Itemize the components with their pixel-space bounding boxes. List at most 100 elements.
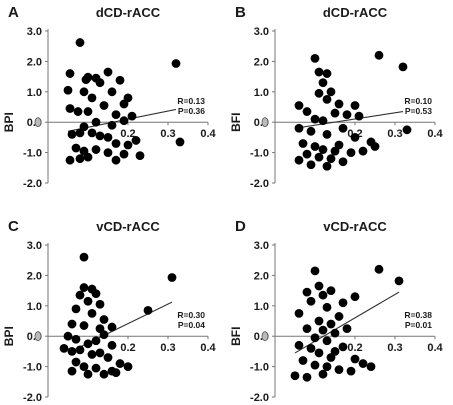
data-point	[99, 101, 109, 110]
data-point	[326, 319, 336, 329]
y-tick-label: -2.0	[23, 392, 42, 404]
data-point	[67, 319, 77, 329]
axis-origin-marker	[34, 331, 42, 342]
data-point	[322, 95, 332, 104]
data-point	[366, 362, 376, 371]
data-point	[127, 111, 137, 121]
data-point	[350, 354, 360, 364]
data-point	[350, 101, 360, 110]
data-point	[111, 110, 121, 119]
x-tick-label: 0.2	[347, 342, 362, 354]
y-axis-label: BPI	[2, 326, 16, 346]
chart-title: dCD-rACC	[323, 5, 388, 20]
scatter-panel: BdCD-rACCBFI3.02.01.00.0-1.0-2.00.20.30.…	[229, 4, 444, 190]
data-point	[107, 87, 117, 97]
data-point	[298, 356, 308, 365]
y-tick-label: 1.0	[27, 301, 42, 313]
data-point	[314, 316, 324, 326]
y-tick-label: 1.0	[254, 301, 269, 313]
data-point	[318, 78, 328, 88]
data-point	[318, 116, 328, 126]
data-point	[107, 340, 117, 350]
data-point	[314, 88, 324, 98]
data-point	[71, 357, 81, 367]
y-tick-label: 2.0	[27, 56, 42, 68]
data-point	[294, 340, 304, 350]
x-tick-label: 0.3	[160, 128, 175, 140]
data-point	[342, 110, 352, 119]
data-point	[79, 362, 89, 371]
y-tick-label: -2.0	[250, 178, 269, 190]
data-point	[75, 154, 85, 164]
data-point	[326, 154, 336, 164]
data-point	[107, 322, 117, 332]
y-tick-label: 1.0	[27, 87, 42, 99]
data-point	[322, 129, 332, 139]
data-point	[310, 114, 320, 124]
data-point	[73, 107, 83, 116]
data-point	[75, 345, 85, 355]
data-point	[302, 324, 312, 333]
data-point	[71, 304, 81, 314]
data-point	[131, 136, 141, 145]
data-point	[318, 290, 328, 300]
data-point	[87, 350, 97, 359]
data-point	[123, 140, 133, 150]
data-point	[115, 359, 125, 368]
data-point	[318, 369, 328, 379]
data-point	[342, 324, 352, 333]
data-point	[350, 292, 360, 302]
data-point	[330, 328, 340, 338]
data-point	[298, 139, 308, 148]
data-point	[338, 342, 348, 352]
y-tick-label: -1.0	[250, 148, 269, 160]
chart-title: vCD-rACC	[323, 219, 387, 234]
data-point	[99, 330, 109, 340]
data-point	[75, 128, 85, 138]
panel-letter: C	[8, 218, 19, 235]
data-point	[314, 281, 324, 291]
data-point	[65, 104, 75, 113]
data-point	[338, 157, 348, 167]
data-point	[91, 145, 101, 154]
data-point	[95, 78, 105, 88]
x-tick-label: 0.4	[200, 342, 216, 354]
data-point	[294, 309, 304, 318]
trend-line	[294, 291, 400, 354]
panel-letter: A	[8, 4, 19, 21]
y-tick-label: 1.0	[254, 87, 269, 99]
data-point	[95, 299, 105, 309]
axis-origin-marker	[34, 117, 42, 128]
data-point	[115, 75, 125, 85]
y-tick-label: 3.0	[254, 240, 269, 252]
data-point	[95, 131, 105, 141]
data-point	[314, 67, 324, 77]
y-tick-label: 2.0	[254, 56, 269, 68]
data-point	[167, 273, 177, 282]
data-point	[306, 160, 316, 170]
data-point	[294, 155, 304, 165]
stat-r-value: R=0.13	[177, 96, 205, 106]
y-tick-label: 3.0	[27, 240, 42, 252]
stat-p-value: P=0.36	[178, 106, 205, 116]
stat-r-value: R=0.30	[177, 310, 205, 320]
data-point	[111, 368, 121, 378]
stat-p-value: P=0.04	[178, 320, 205, 330]
data-point	[302, 107, 312, 116]
data-point	[175, 137, 185, 147]
data-point	[306, 343, 316, 353]
data-point	[119, 99, 129, 109]
data-point	[314, 348, 324, 358]
data-point	[326, 286, 336, 295]
x-tick-label: 0.4	[427, 128, 443, 140]
data-point	[334, 312, 344, 321]
data-point	[326, 353, 336, 362]
x-tick-label: 0.2	[120, 128, 135, 140]
data-point	[294, 101, 304, 110]
data-point	[83, 152, 93, 162]
data-point	[398, 62, 408, 72]
data-point	[310, 266, 320, 276]
data-point	[394, 276, 404, 286]
data-point	[322, 336, 332, 346]
